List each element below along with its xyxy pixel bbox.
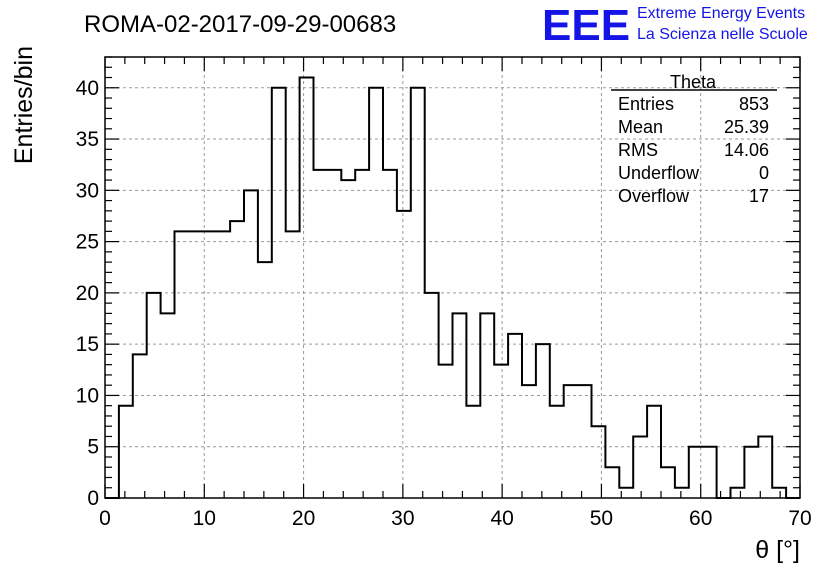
histogram-bar	[133, 354, 147, 498]
histogram-bar	[355, 170, 369, 498]
y-tick-label: 25	[76, 231, 99, 254]
histogram-bar	[731, 488, 745, 498]
stats-box: Theta Entries 853 Mean 25.39 RMS 14.06 Underfl…	[611, 72, 777, 206]
y-tick-label: 40	[76, 77, 99, 100]
x-tick-label: 0	[99, 507, 111, 530]
histogram-bar	[286, 231, 300, 498]
histogram-bar	[230, 221, 244, 498]
histogram-bar	[744, 447, 758, 498]
histogram-bars	[119, 78, 786, 498]
stats-label: Mean	[618, 117, 663, 137]
stats-label: RMS	[618, 140, 658, 160]
x-tick-label: 70	[788, 507, 811, 530]
histogram-bar	[605, 467, 619, 498]
histogram-bar	[647, 406, 661, 498]
y-tick-label: 30	[76, 179, 99, 202]
y-tick-label: 0	[87, 487, 99, 510]
histogram-bar	[383, 170, 397, 498]
histogram-bar	[216, 231, 230, 498]
histogram-bar	[119, 406, 133, 498]
plot-frame	[104, 56, 801, 499]
chart-title: ROMA-02-2017-09-29-00683	[84, 11, 396, 38]
stats-label: Overflow	[618, 186, 690, 206]
stats-value: 14.06	[724, 140, 769, 160]
histogram-bar	[633, 436, 647, 498]
logo-line-2: La Scienza nelle Scuole	[637, 26, 808, 43]
histogram-bar	[758, 436, 772, 498]
axis-ticks	[104, 56, 801, 499]
histogram-bar	[466, 406, 480, 498]
histogram-bar	[703, 447, 717, 498]
histogram-bar	[314, 170, 328, 498]
histogram-bar	[550, 406, 564, 498]
histogram-bar	[508, 334, 522, 498]
histogram-bar	[397, 211, 411, 498]
stats-value: 17	[749, 186, 769, 206]
histogram-bar	[453, 313, 467, 498]
histogram-bar	[480, 313, 494, 498]
eee-logo: EEE Extreme Energy Events La Scienza nel…	[542, 1, 808, 50]
histogram-bar	[494, 365, 508, 498]
histogram-outline	[105, 76, 800, 499]
stats-value: 25.39	[724, 117, 769, 137]
y-tick-label: 35	[76, 128, 99, 151]
x-tick-label: 20	[292, 507, 315, 530]
x-tick-label: 40	[490, 507, 513, 530]
logo-line-1: Extreme Energy Events	[637, 5, 805, 22]
histogram-bar	[327, 170, 341, 498]
histogram-bar	[188, 231, 202, 498]
histogram-bar	[772, 488, 786, 498]
x-tick-label: 30	[391, 507, 414, 530]
histogram-bar	[536, 344, 550, 498]
histogram-bar	[578, 385, 592, 498]
x-tick-label: 10	[193, 507, 216, 530]
stats-value: 853	[739, 94, 769, 114]
stats-label: Underflow	[618, 163, 700, 183]
stats-value: 0	[759, 163, 769, 183]
y-tick-label: 10	[76, 384, 99, 407]
histogram-bar	[300, 78, 314, 498]
stats-title: Theta	[670, 72, 717, 92]
y-tick-label: 20	[76, 282, 99, 305]
histogram-bar	[675, 488, 689, 498]
x-tick-label: 60	[689, 507, 712, 530]
y-tick-label: 5	[87, 436, 99, 459]
logo-mark: EEE	[542, 1, 630, 50]
y-tick-label: 15	[76, 333, 99, 356]
grid-lines	[105, 57, 800, 498]
x-axis-label: θ [°]	[755, 536, 800, 564]
histogram-bar	[161, 313, 175, 498]
stats-label: Entries	[618, 94, 674, 114]
x-tick-label: 50	[590, 507, 613, 530]
histogram-bar	[341, 180, 355, 498]
y-tick-labels: 0 5 10 15 20 25 30 35 40	[76, 77, 99, 510]
histogram-bar	[592, 426, 606, 498]
stats-rows: Entries 853 Mean 25.39 RMS 14.06 Underflow 0 Ove…	[618, 94, 769, 206]
histogram-bar	[175, 231, 189, 498]
histogram-bar	[661, 467, 675, 498]
x-tick-labels: 0 10 20 30 40 50 60 70	[99, 507, 812, 530]
histogram-bar	[564, 385, 578, 498]
histogram-bar	[439, 365, 453, 498]
histogram-bar	[258, 262, 272, 498]
y-axis-label: Entries/bin	[10, 46, 38, 164]
histogram-bar	[522, 385, 536, 498]
